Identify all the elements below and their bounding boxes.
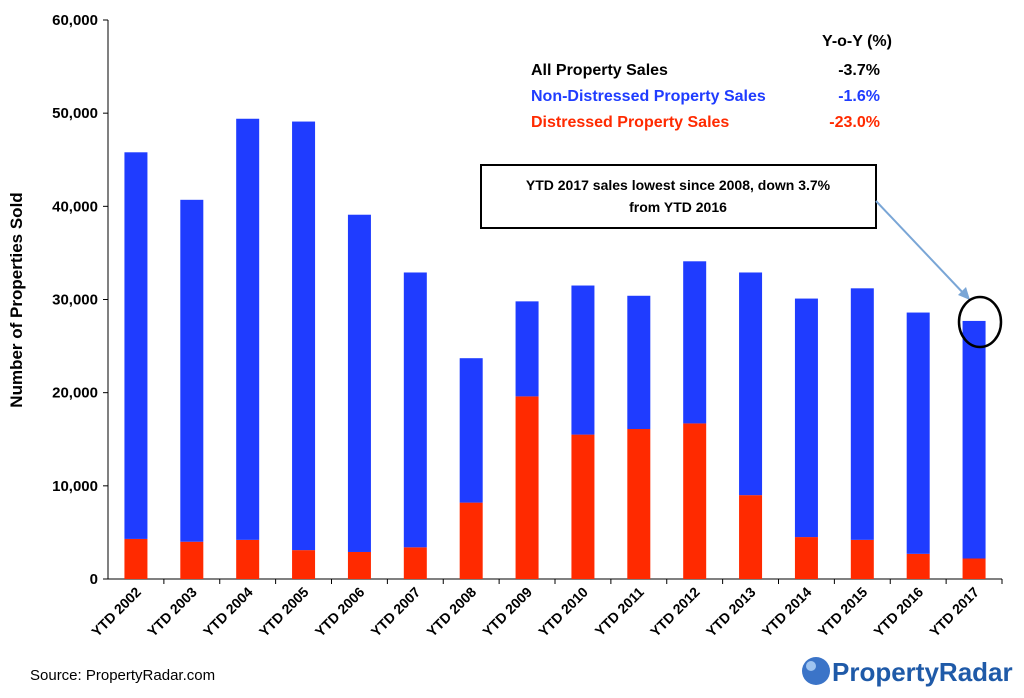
bar-non-distressed <box>180 199 204 542</box>
x-tick-group: YTD 2002 YTD 2003 YTD 2004 YTD 2005 YTD 2006… <box>88 579 1003 640</box>
bar-distressed <box>347 551 371 579</box>
callout-line-1: YTD 2017 sales lowest since 2008, down 3… <box>526 177 831 193</box>
y-tick-label: 40,000 <box>52 198 98 215</box>
bar-distressed <box>850 539 874 579</box>
bar-non-distressed <box>962 320 986 559</box>
bar-non-distressed <box>515 301 539 397</box>
bar-distressed <box>124 538 148 579</box>
y-tick-group: 0 10,000 20,000 30,000 40,000 50,000 60,000 <box>52 12 108 588</box>
x-tick-label: YTD 2012 <box>647 584 703 640</box>
x-tick-label: YTD 2007 <box>368 584 424 640</box>
bar-non-distressed <box>906 312 930 554</box>
bar-distressed <box>180 541 204 579</box>
bar-non-distressed <box>739 272 763 496</box>
globe-icon <box>802 657 830 685</box>
bar-non-distressed <box>459 358 483 503</box>
bar-non-distressed <box>292 121 316 551</box>
brand-logo: PropertyRadar <box>802 657 1013 687</box>
callout: YTD 2017 sales lowest since 2008, down 3… <box>480 164 1003 349</box>
bar-distressed <box>962 558 986 579</box>
legend-label-distressed: Distressed Property Sales <box>531 114 729 131</box>
x-tick-label: YTD 2014 <box>759 584 815 640</box>
legend-value-all: -3.7% <box>838 62 880 79</box>
legend-value-distressed: -23.0% <box>829 114 880 131</box>
bar-non-distressed <box>403 272 427 548</box>
bar-distressed <box>739 495 763 579</box>
legend-header: Y-o-Y (%) <box>822 33 892 50</box>
legend-label-non-distressed: Non-Distressed Property Sales <box>531 88 766 105</box>
bar-distressed <box>459 502 483 579</box>
bar-non-distressed <box>794 298 818 538</box>
legend-value-non-distressed: -1.6% <box>838 88 880 105</box>
bar-non-distressed <box>683 261 707 424</box>
x-tick-label: YTD 2003 <box>144 584 200 640</box>
bar-group <box>124 118 986 579</box>
y-tick-label: 60,000 <box>52 12 98 29</box>
y-tick-label: 20,000 <box>52 385 98 402</box>
bar-non-distressed <box>124 152 148 539</box>
bar-distressed <box>236 539 260 579</box>
y-tick-label: 0 <box>90 571 98 588</box>
bar-non-distressed <box>571 285 595 435</box>
x-tick-label: YTD 2010 <box>535 584 591 640</box>
bar-distressed <box>515 396 539 579</box>
bar-non-distressed <box>850 288 874 540</box>
x-tick-label: YTD 2008 <box>423 584 479 640</box>
brand-name: PropertyRadar <box>832 657 1013 687</box>
y-tick-label: 50,000 <box>52 105 98 122</box>
y-tick-label: 30,000 <box>52 292 98 309</box>
x-tick-label: YTD 2002 <box>88 584 144 640</box>
x-tick-label: YTD 2015 <box>815 584 871 640</box>
callout-line-2: from YTD 2016 <box>629 199 727 215</box>
x-tick-label: YTD 2006 <box>312 584 368 640</box>
callout-arrow <box>875 200 967 297</box>
x-tick-label: YTD 2013 <box>703 584 759 640</box>
bar-distressed <box>292 550 316 579</box>
globe-highlight <box>806 661 816 671</box>
source-note: Source: PropertyRadar.com <box>30 667 215 684</box>
x-tick-label: YTD 2017 <box>926 584 982 640</box>
x-tick-label: YTD 2005 <box>256 584 312 640</box>
callout-arrowhead <box>958 287 970 300</box>
x-tick-label: YTD 2016 <box>870 584 926 640</box>
callout-box <box>480 164 877 229</box>
legend-label-all: All Property Sales <box>531 62 668 79</box>
bar-distressed <box>683 423 707 579</box>
bar-non-distressed <box>627 295 651 430</box>
legend: Y-o-Y (%) All Property Sales -3.7% Non-D… <box>531 33 892 131</box>
bar-distressed <box>627 429 651 579</box>
x-tick-label: YTD 2011 <box>592 584 647 639</box>
bar-distressed <box>794 537 818 579</box>
bar-distressed <box>403 547 427 579</box>
x-tick-label: YTD 2004 <box>200 584 256 640</box>
y-tick-label: 10,000 <box>52 478 98 495</box>
bar-non-distressed <box>236 118 260 540</box>
bar-distressed <box>571 434 595 579</box>
y-axis-title: Number of Properties Sold <box>7 192 26 407</box>
x-tick-label: YTD 2009 <box>479 584 535 640</box>
bar-distressed <box>906 553 930 579</box>
highlight-circle <box>957 295 1003 349</box>
bar-non-distressed <box>347 214 371 552</box>
